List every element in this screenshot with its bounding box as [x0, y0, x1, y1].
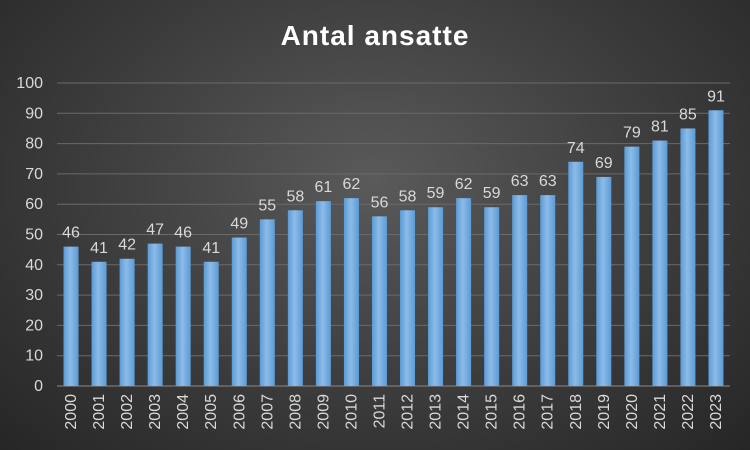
x-axis-ticks: 2000 2001 2002 2003 2004 2005 2006 2007 2008 2009…: [63, 394, 725, 430]
y-tick-label: 40: [25, 257, 43, 274]
x-tick-label: 2005: [203, 394, 220, 430]
x-tick-label: 2015: [484, 394, 501, 430]
x-tick-label: 2013: [428, 394, 445, 430]
x-tick-label: 2002: [119, 394, 136, 430]
data-label-2012: 58: [399, 188, 417, 205]
data-label-2001: 41: [90, 240, 108, 257]
bar-2013: [428, 207, 444, 386]
y-tick-label: 60: [25, 196, 43, 213]
bar-2005: [203, 261, 219, 386]
x-tick-label: 2009: [315, 394, 332, 430]
bar-2023: [708, 110, 724, 387]
x-tick-label: 2014: [456, 394, 473, 430]
data-label-2017: 63: [539, 173, 557, 190]
y-tick-label: 0: [34, 378, 43, 395]
x-tick-label: 2003: [147, 394, 164, 430]
bar-2016: [512, 195, 528, 386]
x-tick-label: 2021: [652, 394, 669, 430]
data-label-2015: 59: [483, 185, 501, 202]
data-label-2020: 79: [623, 125, 641, 142]
data-label-2000: 46: [62, 225, 80, 242]
bar-2007: [259, 219, 275, 386]
x-tick-label: 2007: [259, 394, 276, 430]
data-label-2013: 59: [427, 185, 445, 202]
data-label-2018: 74: [567, 140, 585, 157]
x-tick-label: 2001: [91, 394, 108, 430]
y-tick-label: 30: [25, 287, 43, 304]
bar-2010: [343, 198, 359, 386]
bar-2012: [400, 210, 416, 386]
data-label-2023: 91: [707, 88, 725, 105]
x-tick-label: 2006: [231, 394, 248, 430]
data-label-2014: 62: [455, 176, 473, 193]
data-label-2006: 49: [230, 216, 248, 233]
data-label-2004: 46: [174, 225, 192, 242]
data-labels: 46 41 42 47 46 41 49 55 58 61 62 56 58 59 62 59 63 63 74 69…: [62, 88, 725, 257]
x-tick-label: 2016: [512, 394, 529, 430]
x-tick-label: 2011: [371, 394, 388, 429]
x-tick-label: 2008: [287, 394, 304, 430]
bar-2004: [175, 246, 191, 386]
bar-2006: [231, 237, 247, 386]
bars: [63, 110, 724, 387]
bar-2017: [540, 195, 556, 386]
bar-2001: [91, 261, 107, 386]
chart-title: Antal ansatte: [280, 20, 470, 51]
x-tick-label: 2022: [680, 394, 697, 430]
bar-2018: [568, 161, 584, 386]
y-tick-label: 80: [25, 136, 43, 153]
bar-2009: [315, 201, 331, 386]
y-tick-label: 10: [25, 348, 43, 365]
y-axis-ticks: 0 10 20 30 40 50 60 70 80 90 100: [16, 75, 43, 395]
x-tick-label: 2019: [596, 394, 613, 430]
x-tick-label: 2017: [540, 394, 557, 430]
data-label-2011: 56: [371, 194, 389, 211]
data-label-2022: 85: [679, 106, 697, 123]
bar-2020: [624, 146, 640, 386]
bar-2015: [484, 207, 500, 386]
bar-2014: [456, 198, 472, 386]
y-tick-label: 100: [16, 75, 43, 92]
x-tick-label: 2012: [400, 394, 417, 430]
bar-2008: [287, 210, 303, 386]
bar-2011: [371, 216, 387, 386]
bar-2003: [147, 243, 163, 386]
data-label-2019: 69: [595, 155, 613, 172]
y-tick-label: 20: [25, 317, 43, 334]
data-label-2008: 58: [286, 188, 304, 205]
data-label-2003: 47: [146, 222, 164, 239]
data-label-2005: 41: [202, 240, 220, 257]
x-tick-label: 2010: [343, 394, 360, 430]
x-tick-label: 2018: [568, 394, 585, 430]
data-label-2002: 42: [118, 237, 136, 254]
bar-2021: [652, 140, 668, 386]
x-tick-label: 2023: [708, 394, 725, 430]
y-tick-label: 70: [25, 166, 43, 183]
bar-2022: [680, 128, 696, 386]
data-label-2021: 81: [651, 119, 669, 136]
x-tick-label: 2020: [624, 394, 641, 430]
bar-2019: [596, 176, 612, 386]
bar-2000: [63, 246, 79, 386]
data-label-2016: 63: [511, 173, 529, 190]
gridlines: [57, 82, 730, 387]
x-tick-label: 2000: [63, 394, 80, 430]
y-tick-label: 90: [25, 105, 43, 122]
y-tick-label: 50: [25, 227, 43, 244]
data-label-2009: 61: [314, 179, 332, 196]
data-label-2007: 55: [258, 197, 276, 214]
bar-2002: [119, 258, 135, 386]
x-tick-label: 2004: [175, 394, 192, 430]
data-label-2010: 62: [343, 176, 361, 193]
